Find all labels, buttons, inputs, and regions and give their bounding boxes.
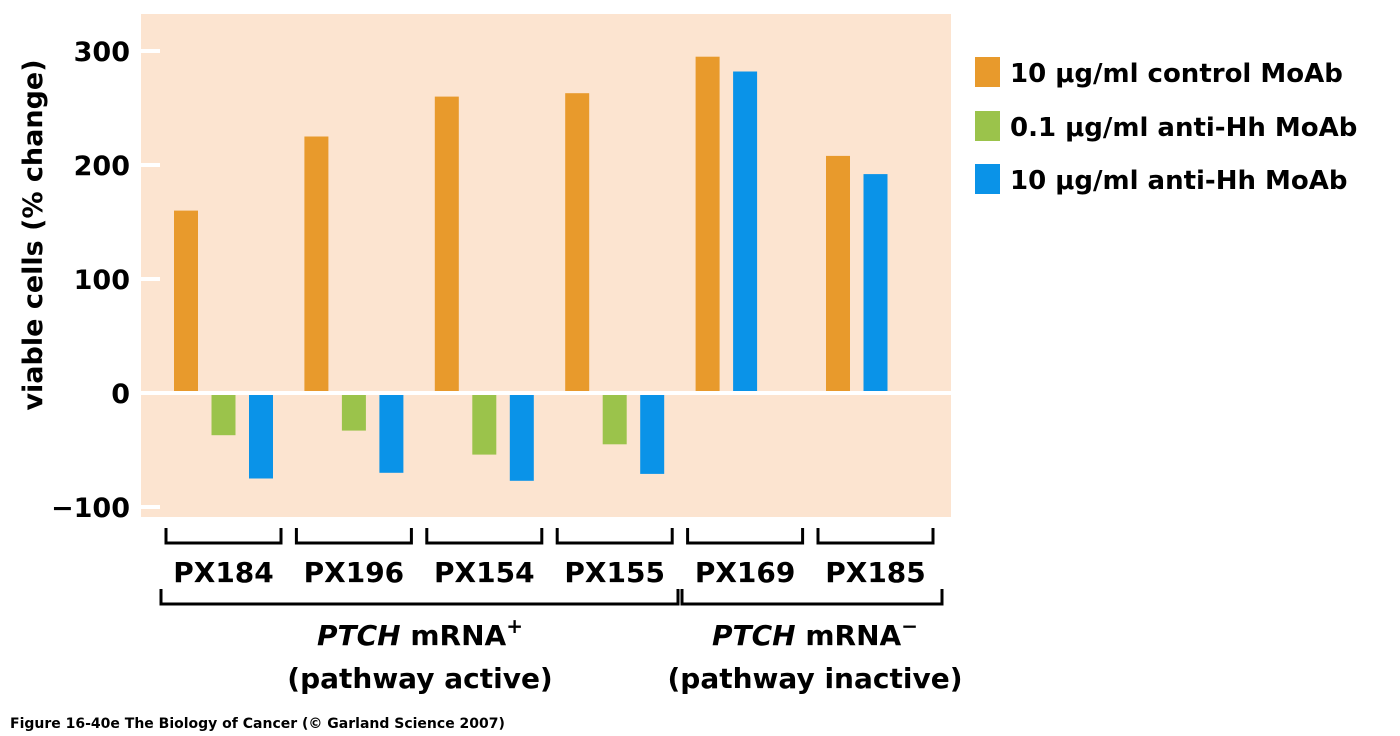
- category-bracket: [686, 528, 805, 545]
- bar-px196-series-3: [379, 395, 404, 473]
- bar-px184-series-2: [211, 395, 236, 436]
- legend-swatch: [975, 57, 1000, 87]
- group-superscript: +: [506, 614, 523, 638]
- category-bracket: [294, 528, 413, 545]
- group-sublabel: (pathway inactive): [668, 662, 963, 695]
- bar-px184-series-1: [174, 210, 198, 391]
- bar-px154-series-3: [509, 395, 534, 481]
- group-label-rest: mRNA: [796, 619, 902, 652]
- bar-px155-series-1: [565, 93, 590, 391]
- gene-name: PTCH: [712, 619, 796, 652]
- legend-swatch: [975, 164, 1000, 194]
- legend-label: 10 μg/ml control MoAb: [1010, 59, 1343, 89]
- legend-label: 10 μg/ml anti-Hh MoAb: [1010, 166, 1348, 196]
- figure-caption: Figure 16-40e The Biology of Cancer (© G…: [10, 716, 505, 732]
- bar-px154-series-2: [472, 395, 497, 455]
- x-axis: PX184 PX196 PX154 PX155 PX169 PX185: [164, 528, 935, 589]
- legend-label: 0.1 μg/ml anti-Hh MoAb: [1010, 113, 1357, 143]
- bar-px185-series-1: [826, 155, 850, 391]
- y-tick-label: 300: [74, 37, 130, 68]
- bar-px155-series-3: [640, 395, 665, 474]
- gene-name: PTCH: [317, 619, 401, 652]
- group-label-rest: mRNA: [401, 619, 507, 652]
- bar-px185-series-3: [863, 174, 888, 391]
- category-bracket: [164, 528, 283, 545]
- y-axis: 300 200 100 0 −100: [51, 37, 160, 524]
- group-label: PTCH mRNA+: [317, 614, 523, 652]
- bar-px184-series-3: [249, 395, 273, 479]
- x-category-label: PX196: [304, 556, 405, 589]
- y-tick-label: 0: [111, 379, 130, 410]
- x-category-label: PX184: [173, 556, 274, 589]
- x-category-label: PX155: [564, 556, 665, 589]
- x-category-label: PX169: [695, 556, 796, 589]
- x-category-label: PX154: [434, 556, 535, 589]
- y-tick-label: 200: [74, 151, 130, 182]
- y-axis-title: viable cells (% change): [18, 59, 49, 410]
- group-bracket: [680, 589, 944, 606]
- bar-px196-series-2: [341, 395, 366, 431]
- bar-px169-series-1: [695, 56, 720, 391]
- group-label: PTCH mRNA−: [712, 614, 918, 652]
- y-tick-label: 100: [74, 265, 130, 296]
- group-bracket: [159, 589, 680, 606]
- legend-swatch: [975, 111, 1000, 141]
- group-superscript: −: [901, 614, 918, 638]
- legend: 10 μg/ml control MoAb 0.1 μg/ml anti-Hh M…: [975, 57, 1357, 196]
- bar-px154-series-1: [434, 96, 459, 391]
- category-bracket: [555, 528, 674, 545]
- bars-layer: [174, 56, 888, 481]
- plot-background: [141, 14, 951, 517]
- bar-px155-series-2: [602, 395, 627, 445]
- group-sublabel: (pathway active): [287, 662, 552, 695]
- x-category-label: PX185: [825, 556, 926, 589]
- y-tick-label: −100: [51, 493, 130, 524]
- category-bracket: [816, 528, 935, 545]
- category-groups: PTCH mRNA+(pathway active)PTCH mRNA−(pat…: [159, 589, 963, 695]
- category-bracket: [425, 528, 544, 545]
- bar-px196-series-1: [304, 136, 329, 391]
- bar-px169-series-3: [733, 71, 758, 391]
